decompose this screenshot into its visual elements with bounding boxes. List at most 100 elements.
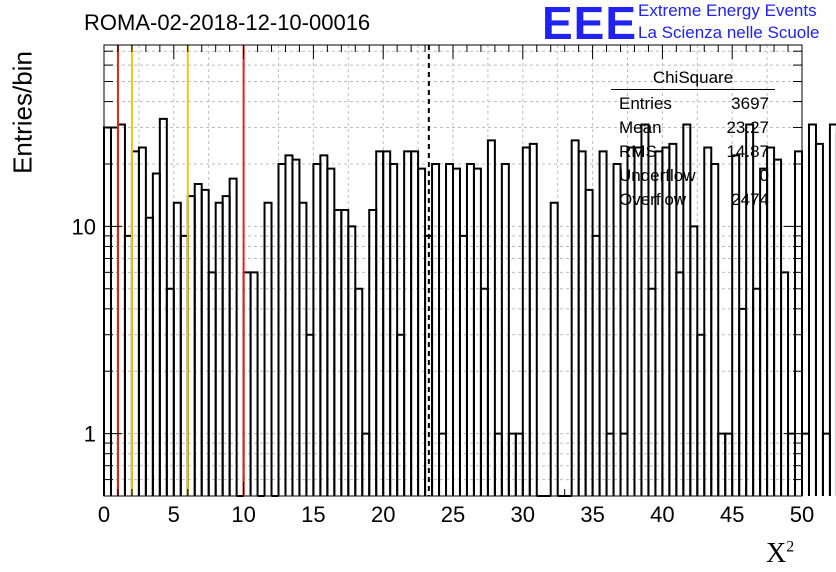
stats-title: ChiSquare bbox=[611, 68, 775, 90]
histogram-bin bbox=[577, 150, 587, 496]
histogram-bin bbox=[410, 150, 420, 496]
histogram-bin bbox=[242, 271, 252, 496]
histogram-bin bbox=[312, 162, 322, 496]
histogram-bin bbox=[780, 271, 790, 496]
chart-title: ROMA-02-2018-12-10-00016 bbox=[84, 10, 371, 35]
y-tick-label: 1 bbox=[84, 422, 96, 447]
x-tick-label: 25 bbox=[441, 502, 465, 527]
x-tick-label: 30 bbox=[511, 502, 535, 527]
histogram-bin bbox=[389, 162, 399, 496]
stats-value: 2474 bbox=[731, 190, 769, 209]
histogram-bin bbox=[500, 162, 510, 496]
histogram-bin bbox=[340, 208, 350, 496]
x-tick-label: 10 bbox=[231, 502, 255, 527]
histogram-bin bbox=[814, 142, 824, 496]
histogram-bin bbox=[291, 158, 301, 496]
stats-box: ChiSquare Entries 3697 Mean 23.27 RMS 14.87… bbox=[611, 68, 775, 212]
x-tick-label: 45 bbox=[720, 502, 744, 527]
histogram-bin bbox=[458, 234, 468, 496]
logo-line-1: Extreme Energy Events bbox=[638, 1, 817, 20]
histogram-bin bbox=[221, 195, 231, 496]
histogram-bin bbox=[375, 150, 385, 496]
stats-row-overflow: Overflow 2474 bbox=[611, 188, 775, 212]
logo-line-2: La Scienza nelle Scuole bbox=[638, 23, 820, 42]
histogram-bin bbox=[486, 139, 496, 496]
histogram-bin bbox=[158, 117, 168, 496]
histogram-bin bbox=[382, 150, 392, 496]
histogram-bin bbox=[738, 307, 748, 496]
stats-label: Overflow bbox=[619, 190, 687, 209]
x-tick-label: 50 bbox=[790, 502, 814, 527]
eee-logo-mark: EEE bbox=[542, 0, 638, 49]
histogram-bin bbox=[821, 432, 831, 496]
histogram-bin bbox=[263, 201, 273, 496]
histogram-bin bbox=[794, 150, 803, 496]
histogram-bin bbox=[696, 333, 706, 496]
histogram-bin bbox=[207, 271, 217, 496]
histogram-bin bbox=[333, 208, 343, 496]
stats-label: Underflow bbox=[619, 166, 696, 185]
histogram-bin bbox=[103, 126, 112, 496]
histogram-bin bbox=[479, 287, 489, 496]
histogram-bin bbox=[319, 154, 329, 496]
histogram-bin bbox=[752, 287, 762, 496]
histogram-bin bbox=[807, 123, 817, 496]
histogram-bin bbox=[417, 167, 427, 496]
x-tick-label: 40 bbox=[650, 502, 674, 527]
x-tick-label: 5 bbox=[168, 502, 180, 527]
histogram-bin bbox=[465, 162, 475, 496]
histogram-bin bbox=[144, 216, 154, 496]
histogram-bin bbox=[472, 167, 482, 496]
histogram-bin bbox=[521, 146, 531, 496]
histogram-bin bbox=[277, 162, 287, 496]
stats-row-mean: Mean 23.27 bbox=[611, 116, 775, 140]
histogram-bin bbox=[193, 183, 203, 496]
histogram-bin bbox=[403, 150, 413, 496]
histogram-bin bbox=[598, 150, 608, 496]
stats-value: 0 bbox=[759, 166, 769, 185]
histogram-bin bbox=[828, 123, 836, 496]
histogram-bin bbox=[305, 333, 315, 496]
histogram-bin bbox=[773, 158, 783, 496]
histogram-bin bbox=[801, 432, 810, 496]
y-axis-label: Entries/bin bbox=[7, 51, 38, 174]
stats-row-rms: RMS 14.87 bbox=[611, 140, 775, 164]
histogram-bin bbox=[284, 154, 294, 496]
histogram-bin bbox=[591, 234, 601, 496]
histogram-bin bbox=[710, 162, 720, 496]
stats-label: Mean bbox=[619, 118, 662, 137]
x-axis-label-superscript: 2 bbox=[786, 538, 795, 556]
histogram-bin bbox=[179, 234, 189, 496]
histogram-bin bbox=[228, 177, 238, 496]
histogram-bin bbox=[759, 167, 769, 496]
x-tick-label: 35 bbox=[580, 502, 604, 527]
y-tick-label: 10 bbox=[72, 214, 96, 239]
histogram-bin bbox=[647, 287, 657, 496]
x-tick-label: 0 bbox=[98, 502, 110, 527]
x-axis-label: X2 bbox=[766, 538, 794, 570]
histogram-bin bbox=[186, 195, 196, 496]
histogram-bin bbox=[549, 201, 559, 496]
histogram-bin bbox=[326, 167, 336, 496]
histogram-bin bbox=[137, 146, 147, 496]
histogram-bin bbox=[123, 234, 133, 496]
stats-value: 14.87 bbox=[726, 142, 769, 161]
stats-label: Entries bbox=[619, 94, 672, 113]
x-tick-label: 15 bbox=[301, 502, 325, 527]
histogram-bin bbox=[109, 126, 119, 496]
histogram-bin bbox=[368, 208, 378, 496]
histogram-bin bbox=[612, 162, 622, 496]
histogram-bin bbox=[347, 225, 357, 496]
stats-value: 3697 bbox=[731, 94, 769, 113]
histogram-bin bbox=[116, 123, 126, 496]
histogram-bin bbox=[445, 162, 454, 496]
stats-label: RMS bbox=[619, 142, 657, 161]
stats-row-underflow: Underflow 0 bbox=[611, 164, 775, 188]
x-tick-label: 20 bbox=[371, 502, 395, 527]
stats-value: 23.27 bbox=[726, 118, 769, 137]
histogram-bin bbox=[165, 287, 175, 496]
stats-row-entries: Entries 3697 bbox=[611, 92, 775, 116]
histogram-bin bbox=[130, 150, 140, 496]
x-axis-label-base: X bbox=[766, 538, 787, 569]
